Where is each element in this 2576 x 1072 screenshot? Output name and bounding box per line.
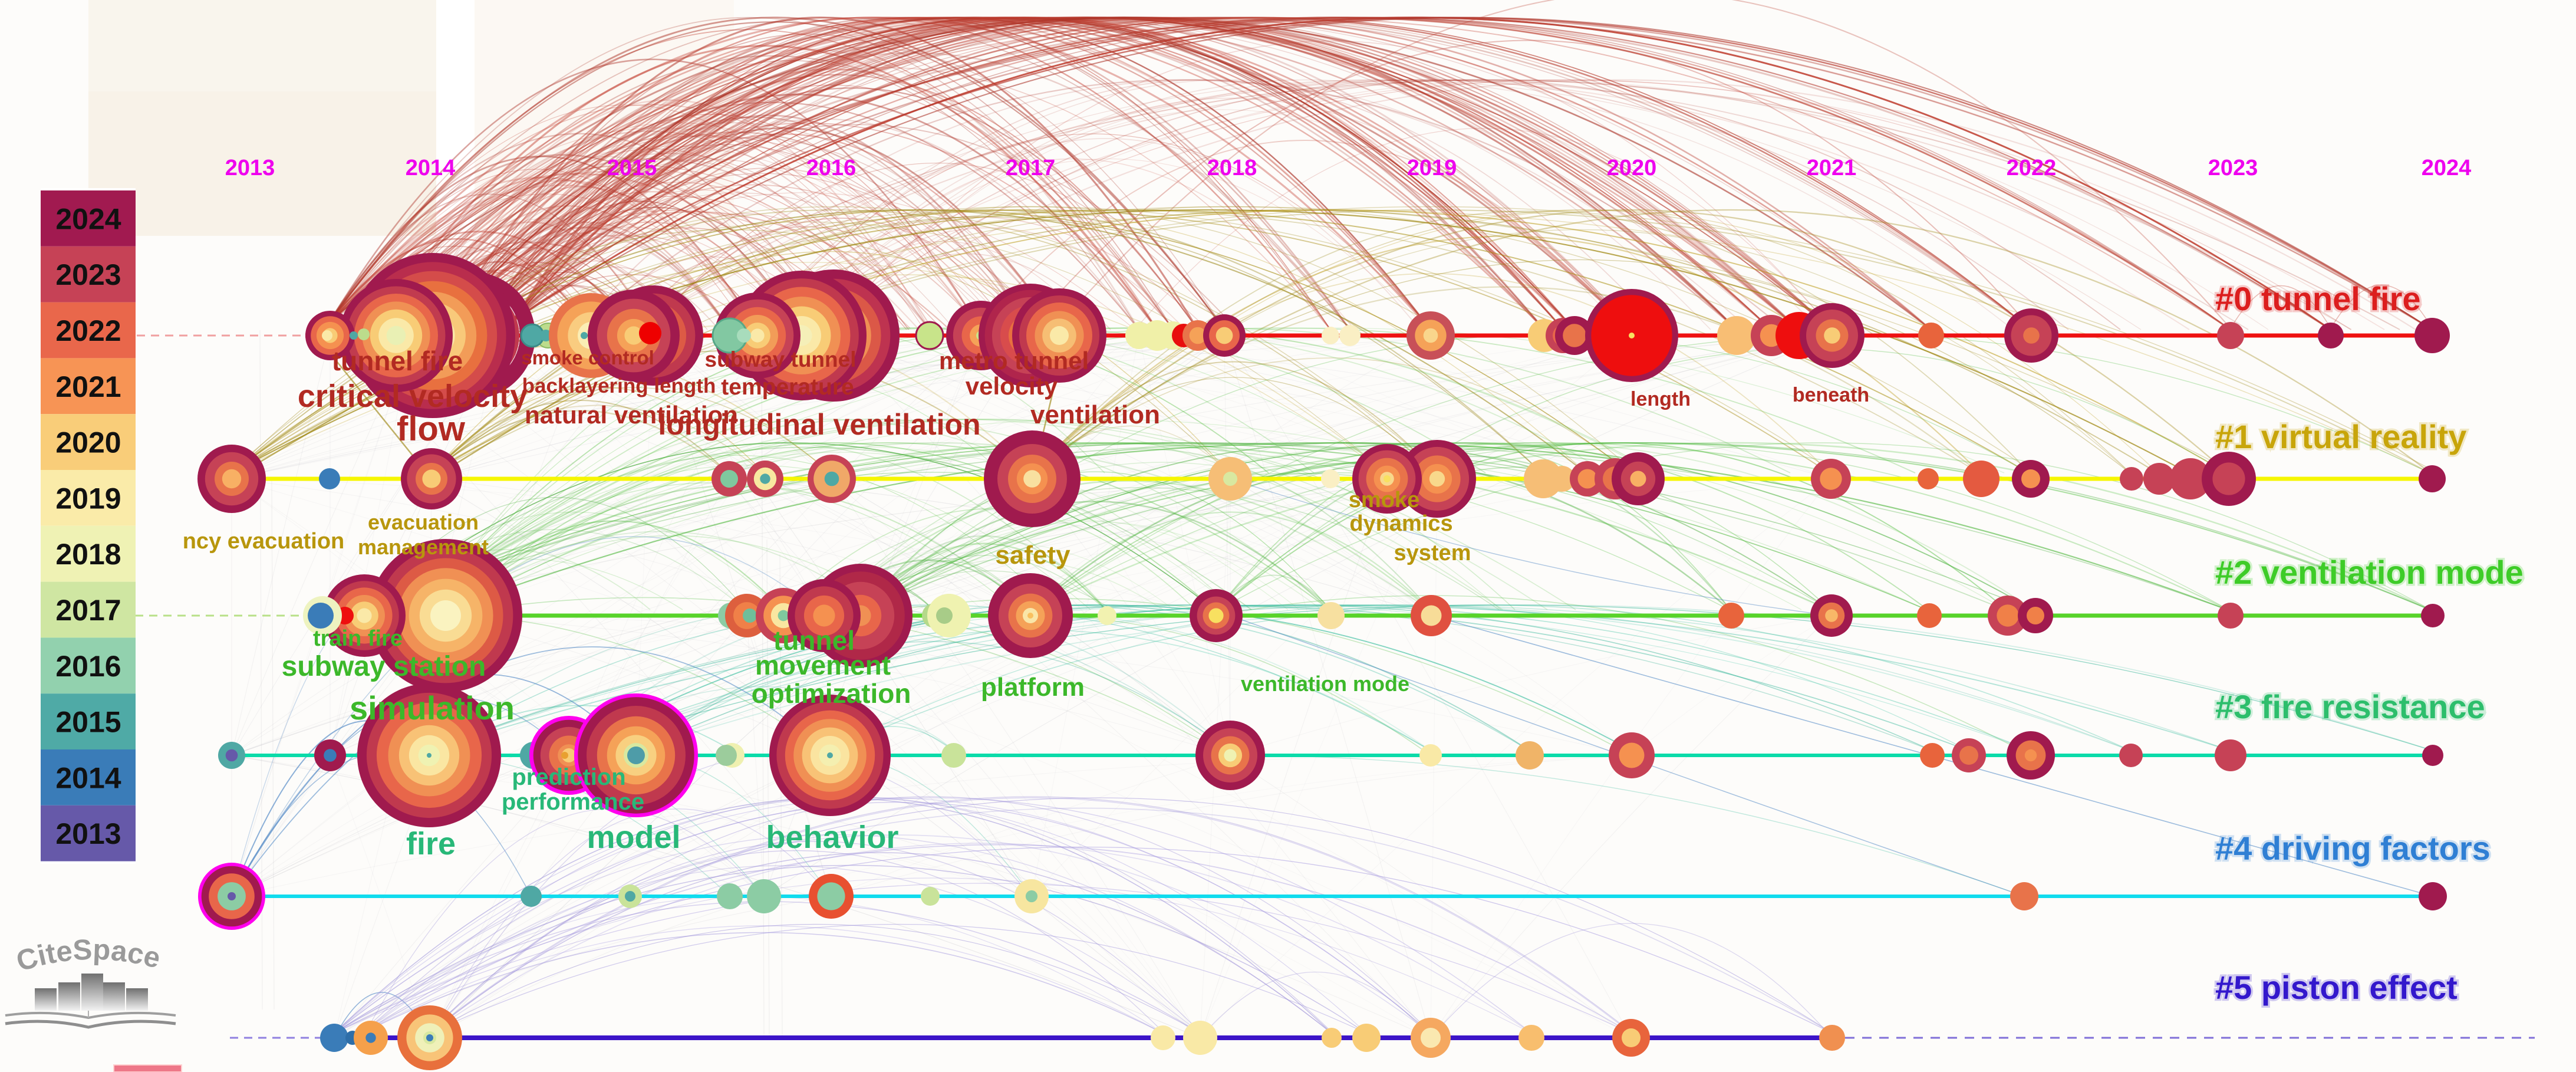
svg-text:temperature: temperature	[721, 374, 854, 400]
svg-text:#3 fire resistance: #3 fire resistance	[2215, 688, 2485, 725]
svg-text:ncy evacuation: ncy evacuation	[183, 529, 345, 554]
svg-text:2024: 2024	[2422, 156, 2472, 180]
svg-text:length: length	[1630, 388, 1691, 410]
svg-text:simulation: simulation	[350, 689, 515, 726]
svg-text:dynamics: dynamics	[1349, 511, 1452, 536]
svg-text:beneath: beneath	[1793, 384, 1869, 406]
svg-text:longitudinal ventilation: longitudinal ventilation	[658, 408, 980, 441]
svg-text:behavior: behavior	[766, 820, 898, 855]
svg-text:metro tunnel: metro tunnel	[939, 347, 1089, 374]
svg-text:#0 tunnel fire: #0 tunnel fire	[2215, 280, 2421, 317]
svg-text:2021: 2021	[1807, 156, 1857, 180]
svg-text:smoke control: smoke control	[521, 347, 654, 369]
svg-text:2019: 2019	[1407, 156, 1457, 180]
svg-text:#1 virtual reality: #1 virtual reality	[2215, 418, 2466, 455]
svg-text:subway station: subway station	[282, 651, 486, 682]
svg-text:2018: 2018	[55, 538, 121, 571]
svg-text:subway tunnel: subway tunnel	[705, 347, 857, 371]
svg-text:ventilation: ventilation	[1030, 400, 1160, 429]
svg-text:2014: 2014	[55, 761, 121, 794]
svg-text:#1 virtual reality: #1 virtual reality	[2215, 418, 2466, 455]
svg-text:#0 tunnel fire: #0 tunnel fire	[2215, 280, 2421, 317]
svg-text:platform: platform	[981, 673, 1085, 702]
svg-text:2015: 2015	[55, 706, 121, 739]
svg-text:prediction: prediction	[512, 764, 625, 790]
svg-text:natural ventilation: natural ventilation	[525, 401, 738, 429]
svg-text:2015: 2015	[607, 156, 657, 180]
svg-text:#4 driving factors: #4 driving factors	[2215, 830, 2491, 867]
svg-text:#2 ventilation mode: #2 ventilation mode	[2215, 554, 2524, 591]
svg-text:evacuation: evacuation	[368, 510, 479, 534]
svg-text:2023: 2023	[2208, 156, 2258, 180]
svg-text:2022: 2022	[2007, 156, 2057, 180]
svg-text:performance: performance	[502, 789, 644, 815]
svg-text:system: system	[1394, 541, 1471, 565]
svg-text:backlayering length: backlayering length	[522, 374, 716, 397]
svg-text:safety: safety	[995, 541, 1070, 570]
svg-text:2013: 2013	[225, 156, 275, 180]
svg-text:movement: movement	[755, 650, 891, 680]
svg-text:management: management	[358, 535, 489, 559]
svg-text:velocity: velocity	[966, 372, 1058, 400]
svg-text:2017: 2017	[55, 594, 121, 627]
svg-text:2023: 2023	[55, 258, 121, 291]
svg-text:2019: 2019	[55, 482, 121, 515]
svg-text:smoke: smoke	[1349, 488, 1419, 512]
svg-text:2016: 2016	[55, 650, 121, 683]
svg-text:#4 driving factors: #4 driving factors	[2215, 830, 2491, 867]
svg-text:2017: 2017	[1006, 156, 1056, 180]
svg-text:2013: 2013	[55, 817, 121, 850]
svg-text:2024: 2024	[55, 202, 121, 235]
svg-text:2020: 2020	[55, 426, 121, 459]
svg-text:optimization: optimization	[752, 678, 911, 709]
svg-text:fire: fire	[406, 826, 456, 861]
svg-text:2018: 2018	[1207, 156, 1257, 180]
svg-text:train fire: train fire	[313, 626, 403, 651]
svg-text:#2 ventilation mode: #2 ventilation mode	[2215, 554, 2524, 591]
svg-text:2020: 2020	[1607, 156, 1657, 180]
svg-text:2021: 2021	[55, 370, 121, 403]
svg-text:tunnel fire: tunnel fire	[332, 346, 463, 376]
svg-text:model: model	[587, 820, 680, 855]
svg-text:2016: 2016	[806, 156, 857, 180]
svg-text:2014: 2014	[406, 156, 456, 180]
svg-text:flow: flow	[397, 410, 466, 448]
svg-text:ventilation mode: ventilation mode	[1241, 672, 1409, 696]
svg-text:tunnel: tunnel	[773, 625, 855, 656]
svg-text:#5 piston effect: #5 piston effect	[2215, 969, 2458, 1006]
svg-text:#5 piston effect: #5 piston effect	[2215, 969, 2458, 1006]
svg-text:2022: 2022	[55, 314, 121, 347]
svg-text:critical velocity: critical velocity	[298, 379, 528, 414]
svg-text:#3 fire resistance: #3 fire resistance	[2215, 688, 2485, 725]
